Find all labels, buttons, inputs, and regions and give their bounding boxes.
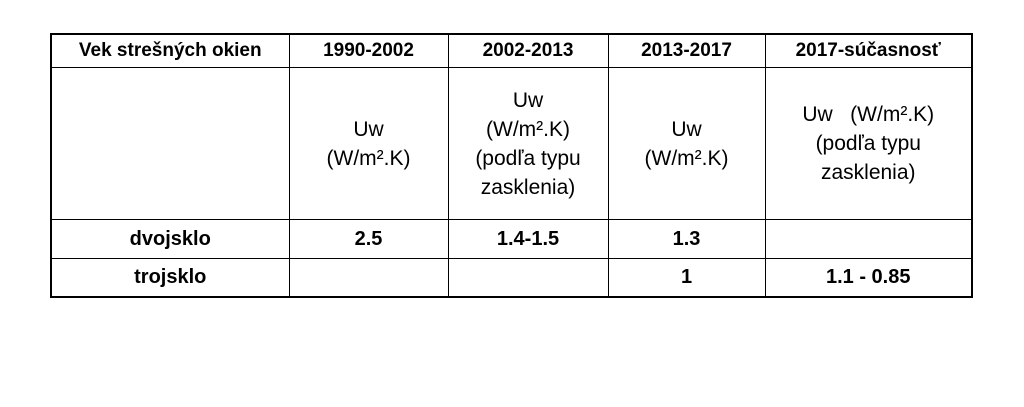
body-row: trojsklo 1 1.1 - 0.85 [50,257,973,298]
unit-line: (W/m².K) [326,146,411,170]
unit-line: (W/m².K) [486,117,570,141]
unit-line: Uw [353,117,384,141]
value-cell: 1.3 [607,219,766,259]
data-table: Vek strešných okien 1990-2002 2002-2013 201… [50,33,973,298]
unit-cell: Uw (W/m².K) [288,67,449,221]
unit-line: zasklenia) [820,161,916,185]
unit-cell [50,67,290,221]
value-cell [447,257,609,298]
row-label: trojsklo [50,257,290,298]
unit-line: Uw [671,117,702,141]
row-label: dvojsklo [50,219,290,259]
unit-cell: Uw (W/m².K) (podľa typu zasklenia) [447,67,609,221]
value-cell [288,257,449,298]
unit-line: (podľa typu [815,132,921,156]
header-row: Vek strešných okien 1990-2002 2002-2013 201… [50,33,973,69]
header-cell: 2017-súčasnosť [764,33,973,69]
value-cell: 1 [607,257,766,298]
value-cell: 1.4-1.5 [447,219,609,259]
table-body: Vek strešných okien 1990-2002 2002-2013 201… [50,33,973,298]
value-cell [764,219,973,259]
header-cell: 2013-2017 [607,33,766,69]
unit-line: zasklenia) [480,175,576,199]
unit-cell: Uw (W/m².K) (podľa typu zasklenia) [764,67,973,221]
header-cell: Vek strešných okien [50,33,290,69]
unit-line: Uw [512,88,544,112]
header-cell: 2002-2013 [447,33,609,69]
unit-line: (W/m².K) [644,146,729,170]
unit-row: Uw (W/m².K) Uw (W/m².K) (podľa typu zasklenia… [50,67,973,221]
value-cell: 2.5 [288,219,449,259]
body-row: dvojsklo 2.5 1.4-1.5 1.3 [50,219,973,259]
unit-line: Uw (W/m².K) [802,103,935,127]
unit-line: (podľa typu [475,146,581,170]
unit-cell: Uw (W/m².K) [607,67,766,221]
value-cell: 1.1 - 0.85 [764,257,973,298]
header-cell: 1990-2002 [288,33,449,69]
